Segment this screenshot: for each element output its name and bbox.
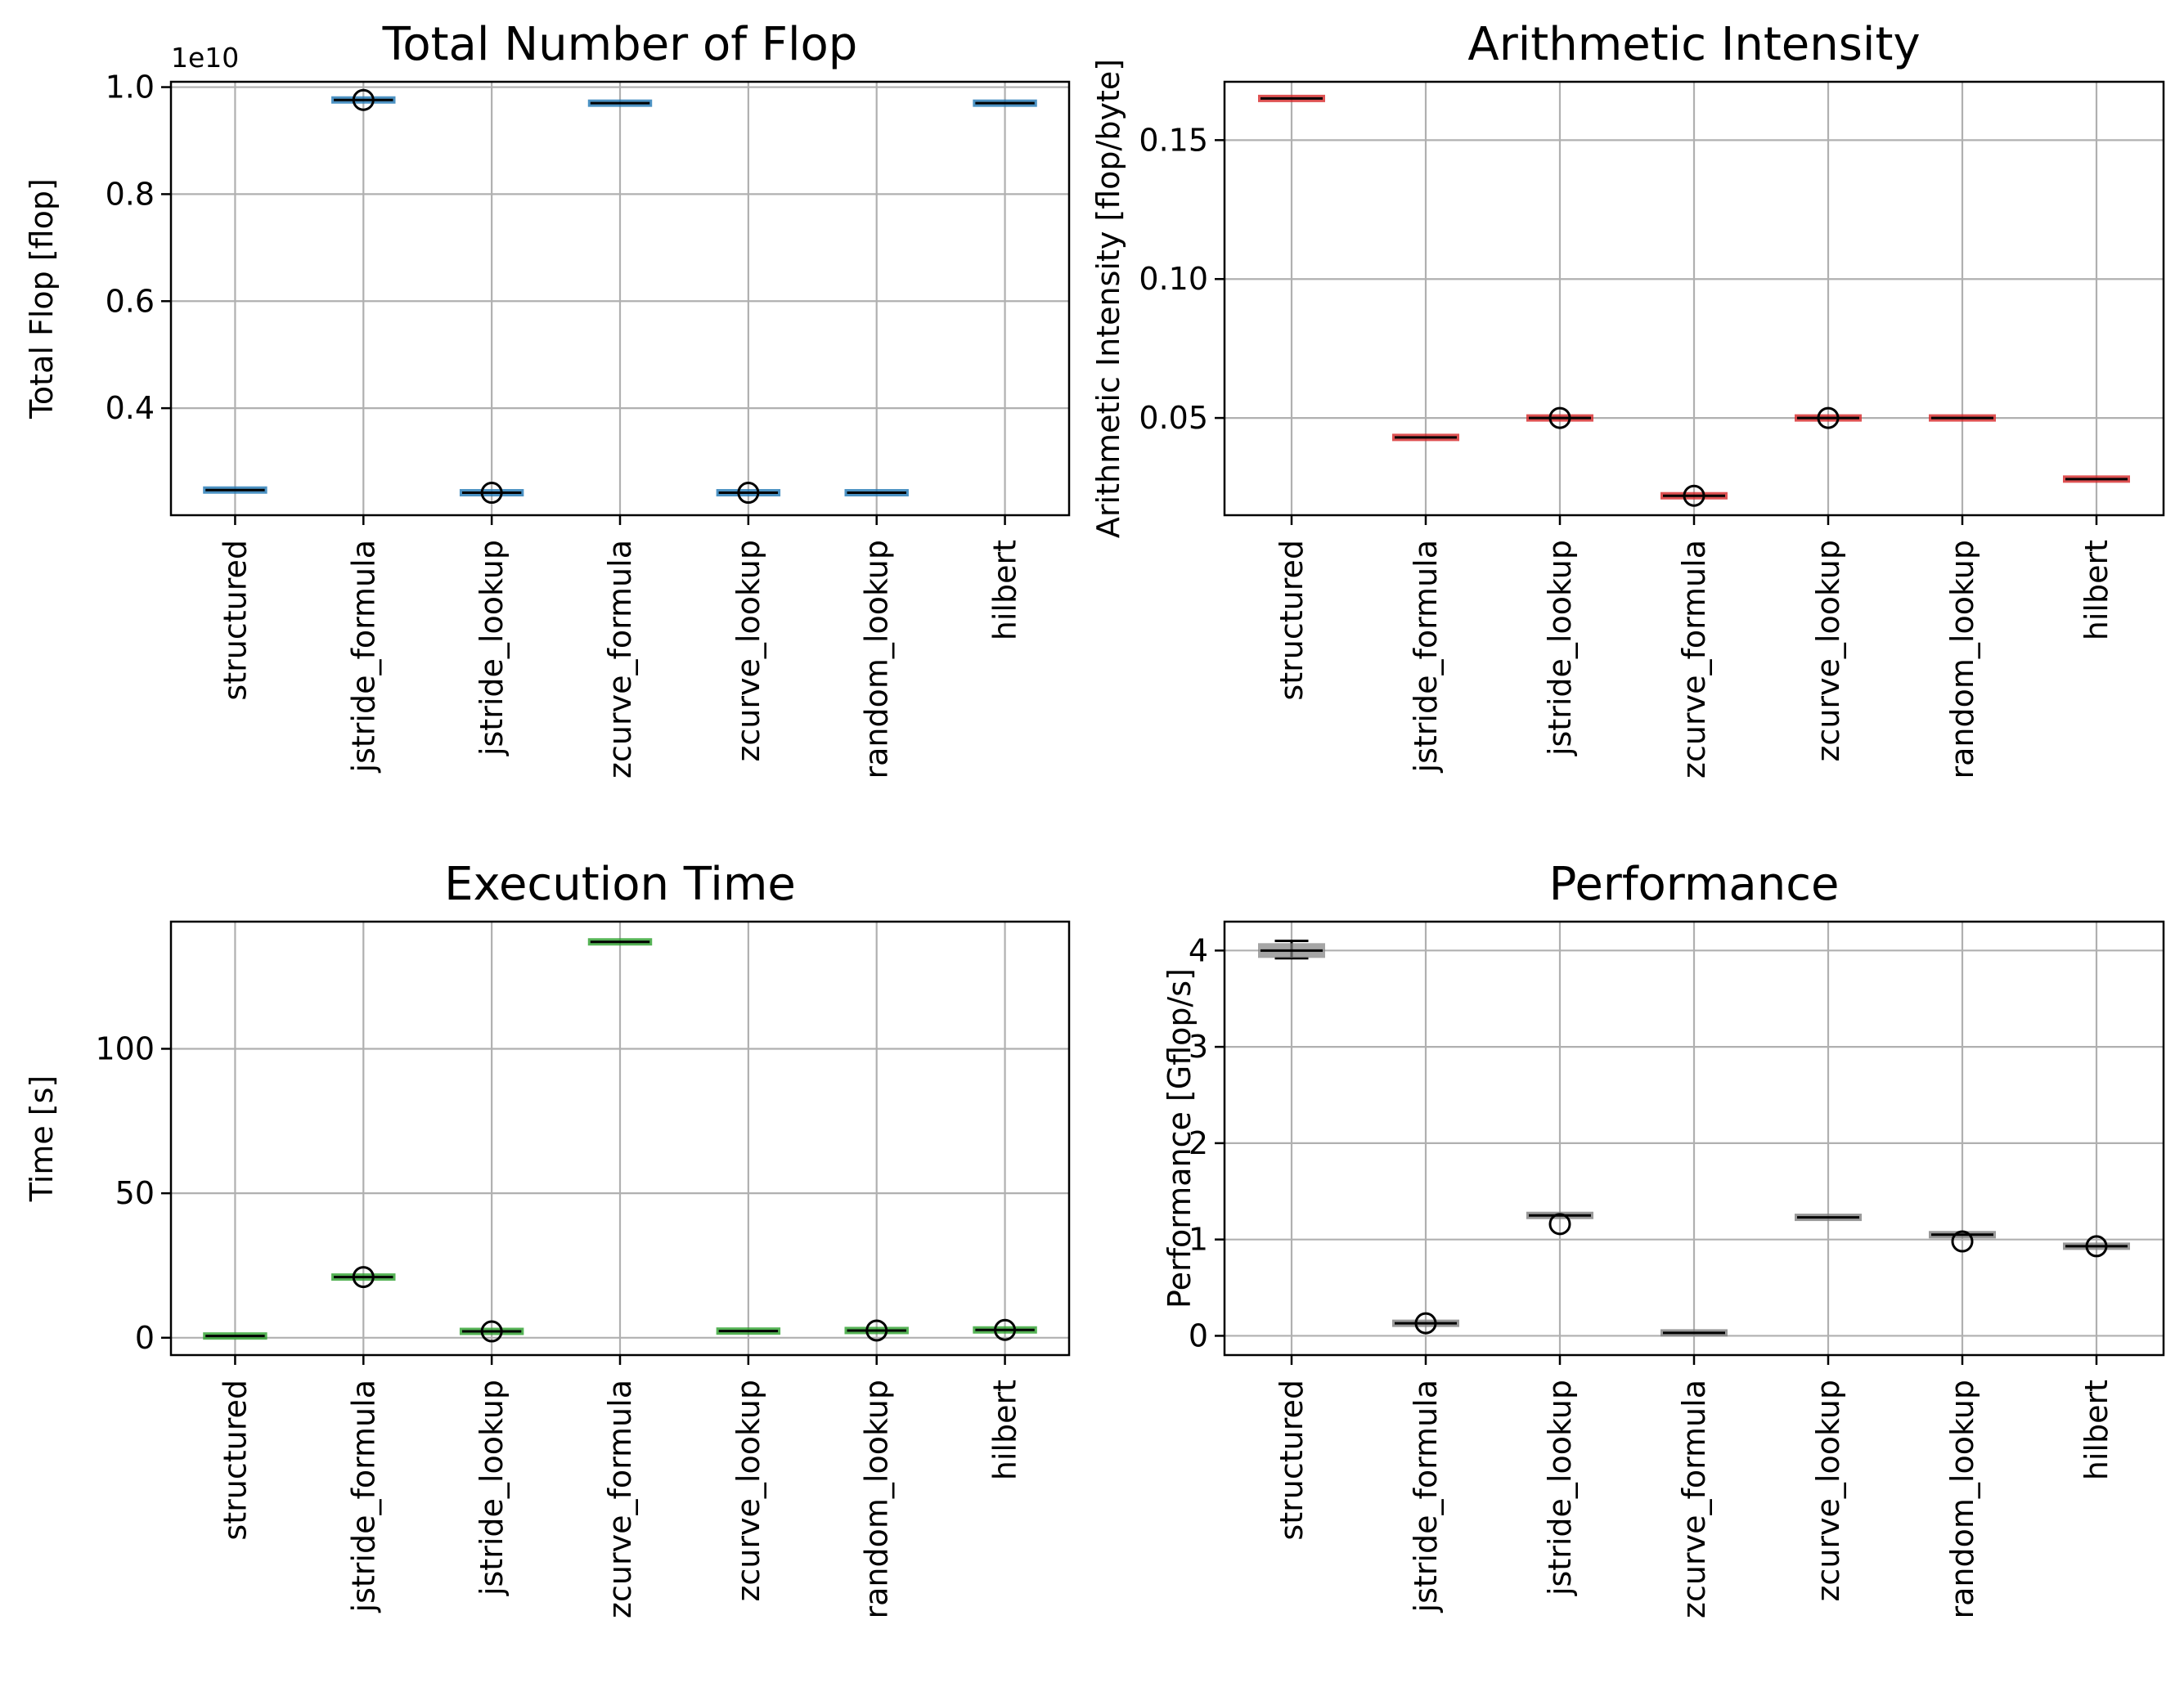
y-axis-label: Time [s]	[24, 1075, 60, 1203]
x-tick-label: jstride_formula	[345, 540, 381, 773]
x-tick-label: jstride_lookup	[1542, 1380, 1578, 1596]
x-tick-label: jstride_lookup	[1542, 540, 1578, 756]
y-tick-label: 4	[1189, 932, 1208, 968]
x-tick-label: random_lookup	[859, 1380, 895, 1618]
chart-panel-1: 0.4 0.6 0.8 1.0 structured jstride_formula jst…	[24, 18, 1071, 779]
x-tick-label: structured	[217, 1380, 253, 1541]
chart-panel-4: 0 1 2 3 4 structured jstride_formula jstride_lo…	[1162, 858, 2165, 1618]
x-tick-label: structured	[1274, 1380, 1310, 1541]
y-axis-label: Arithmetic Intensity [flop/byte]	[1090, 59, 1126, 538]
outlier-point	[865, 1319, 888, 1342]
y-tick-label: 0	[1189, 1317, 1208, 1353]
chart-title: Total Number of Flop	[382, 18, 858, 71]
outlier-point	[1817, 406, 1840, 429]
x-tick-label: zcurve_formula	[602, 1380, 638, 1618]
y-tick-label: 0.6	[106, 283, 155, 319]
x-tick-label: zcurve_lookup	[730, 540, 766, 762]
y-tick-label: 0.15	[1139, 122, 1208, 158]
outlier-point	[1414, 1312, 1437, 1335]
x-tick-label: hilbert	[987, 540, 1023, 640]
x-tick-label: structured	[217, 540, 253, 701]
x-tick-label: zcurve_formula	[1676, 540, 1712, 779]
y-tick-label: 100	[95, 1030, 155, 1066]
x-tick-label: jstride_formula	[1408, 1380, 1444, 1613]
outlier-point	[1548, 1213, 1571, 1236]
x-tick-label: zcurve_lookup	[1810, 1380, 1846, 1602]
x-tick-label: structured	[1274, 540, 1310, 701]
chart-title: Arithmetic Intensity	[1467, 18, 1920, 71]
x-tick-label: zcurve_formula	[602, 540, 638, 779]
outlier-point	[480, 1320, 503, 1343]
chart-panel-3: 0 50 100 structured jstride_formula jstride_l…	[24, 858, 1071, 1618]
y-tick-label: 2	[1189, 1125, 1208, 1161]
x-tick-label: zcurve_lookup	[730, 1380, 766, 1602]
outlier-point	[1683, 484, 1705, 507]
y-tick-label: 3	[1189, 1029, 1208, 1065]
axis-offset-text: 1e10	[171, 42, 239, 74]
y-tick-label: 1.0	[106, 70, 155, 105]
y-axis-label: Performance [Gflop/s]	[1162, 968, 1198, 1308]
y-tick-label: 0.05	[1139, 400, 1208, 436]
x-tick-label: hilbert	[987, 1380, 1023, 1480]
outlier-point	[737, 482, 760, 505]
outlier-point	[2085, 1235, 2108, 1258]
x-tick-label: jstride_formula	[345, 1380, 381, 1613]
y-tick-label: 0.4	[106, 390, 155, 426]
y-tick-label: 1	[1189, 1222, 1208, 1258]
x-tick-label: zcurve_lookup	[1810, 540, 1846, 762]
outlier-point	[352, 88, 375, 111]
chart-title: Execution Time	[444, 858, 796, 911]
x-tick-label: zcurve_formula	[1676, 1380, 1712, 1618]
y-tick-label: 0	[135, 1320, 155, 1356]
y-axis-label: Total Flop [flop]	[24, 178, 60, 420]
x-tick-label: jstride_formula	[1408, 540, 1444, 773]
outlier-point	[1951, 1230, 1974, 1253]
outlier-point	[352, 1266, 375, 1289]
chart-panel-2: 0.05 0.10 0.15 structured jstride_formula jst…	[1090, 18, 2165, 779]
x-tick-label: jstride_lookup	[474, 540, 510, 756]
outlier-point	[1548, 406, 1571, 429]
y-tick-label: 50	[115, 1175, 155, 1211]
chart-title: Performance	[1549, 858, 1840, 911]
y-tick-label: 0.8	[106, 176, 155, 212]
x-tick-label: random_lookup	[1944, 1380, 1980, 1618]
x-tick-label: hilbert	[2078, 540, 2114, 640]
y-tick-label: 0.10	[1139, 261, 1208, 297]
x-tick-label: random_lookup	[1944, 540, 1980, 779]
outlier-point	[480, 482, 503, 505]
x-tick-label: random_lookup	[859, 540, 895, 779]
x-tick-label: jstride_lookup	[474, 1380, 510, 1596]
outlier-point	[994, 1318, 1017, 1341]
x-tick-label: hilbert	[2078, 1380, 2114, 1480]
